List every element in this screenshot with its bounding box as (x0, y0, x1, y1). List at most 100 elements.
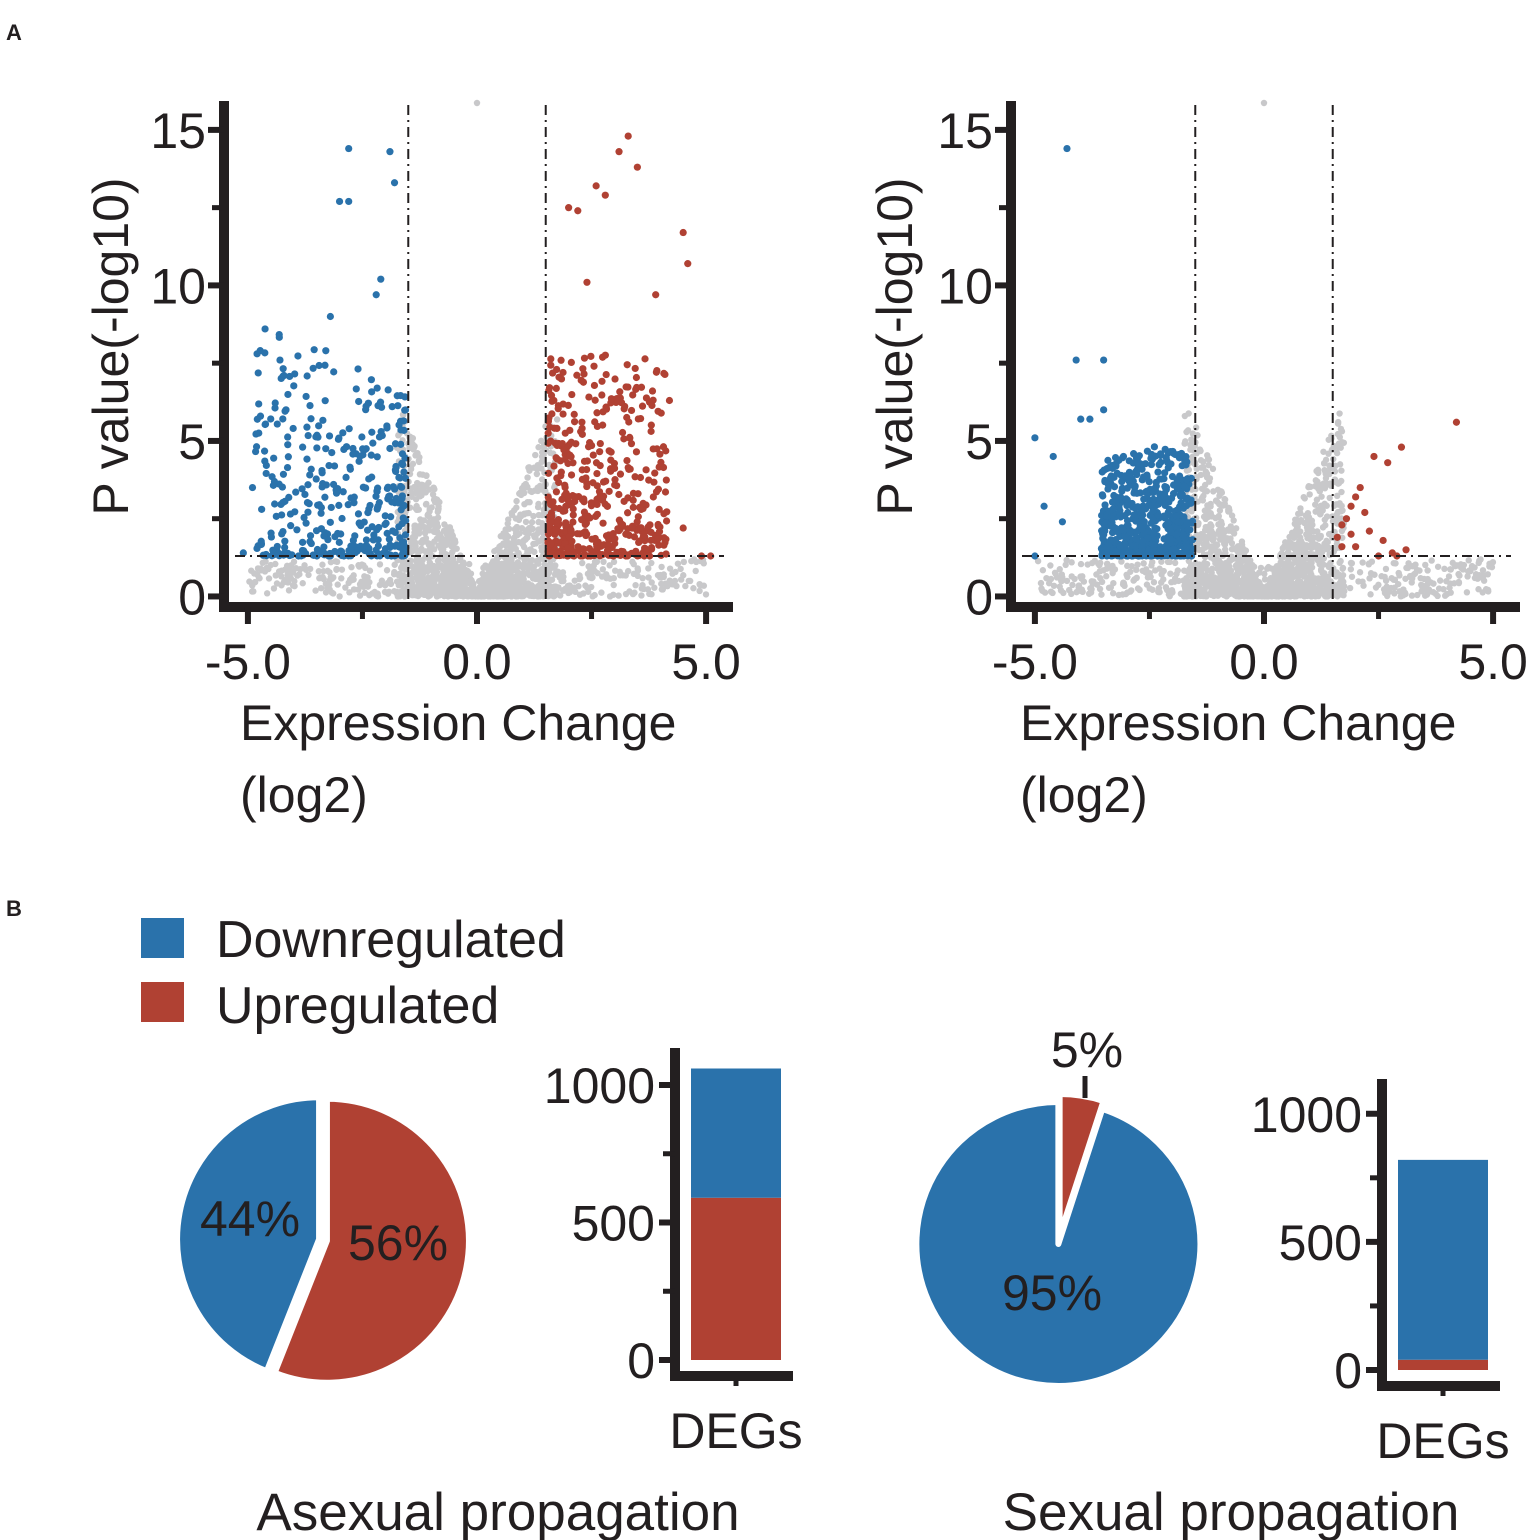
point-downregulated (349, 444, 357, 453)
point-not-significant (1480, 572, 1487, 579)
point-downregulated (1166, 535, 1174, 543)
point-downregulated (367, 376, 375, 384)
point-upregulated (646, 521, 654, 529)
point-not-significant (513, 497, 520, 505)
point-upregulated (1361, 508, 1369, 517)
point-not-significant (1208, 513, 1216, 520)
point-not-significant (312, 587, 319, 594)
point-upregulated (594, 538, 602, 546)
point-not-significant (449, 583, 456, 590)
point-not-significant (291, 577, 298, 585)
point-upregulated (1347, 530, 1355, 538)
point-upregulated (569, 459, 577, 467)
point-not-significant (1421, 592, 1429, 599)
point-not-significant (1261, 593, 1268, 600)
point-not-significant (430, 580, 438, 587)
point-downregulated (1049, 452, 1057, 461)
point-upregulated (602, 405, 611, 413)
point-not-significant (1320, 543, 1327, 550)
point-not-significant (1220, 568, 1228, 576)
point-not-significant (1326, 563, 1334, 570)
point-downregulated (321, 361, 329, 369)
point-not-significant (1246, 557, 1254, 564)
point-upregulated (562, 502, 570, 511)
point-downregulated (382, 519, 390, 527)
point-upregulated (1365, 527, 1373, 535)
point-not-significant (541, 561, 549, 569)
point-not-significant (381, 588, 389, 596)
point-not-significant (475, 592, 482, 599)
point-not-significant (1299, 587, 1306, 594)
point-upregulated (587, 352, 595, 360)
point-not-significant (251, 570, 258, 577)
point-not-significant (526, 467, 533, 474)
point-not-significant (316, 574, 323, 582)
point-not-significant (582, 582, 589, 589)
point-not-significant (1150, 579, 1158, 586)
point-not-significant (466, 560, 473, 568)
point-not-significant (1128, 562, 1135, 570)
point-not-significant (498, 583, 506, 590)
point-downregulated (1187, 499, 1195, 507)
point-downregulated (1121, 511, 1129, 520)
point-not-significant (546, 560, 554, 568)
point-not-significant (322, 580, 330, 588)
point-not-significant (1049, 589, 1056, 597)
point-downregulated (302, 519, 310, 527)
point-downregulated (1179, 531, 1187, 539)
point-not-significant (1075, 584, 1082, 591)
point-upregulated (624, 509, 632, 517)
point-not-significant (1100, 567, 1107, 574)
point-upregulated (557, 468, 565, 476)
point-not-significant (514, 569, 522, 576)
point-not-significant (1440, 586, 1447, 593)
point-upregulated (602, 532, 611, 540)
point-not-significant (520, 489, 528, 497)
point-not-significant (645, 574, 652, 581)
point-not-significant (1299, 565, 1306, 572)
point-not-significant (1181, 440, 1188, 447)
point-not-significant (1171, 559, 1179, 567)
point-downregulated (251, 447, 260, 456)
point-downregulated (294, 552, 303, 560)
point-not-significant (1056, 566, 1063, 573)
point-not-significant (680, 558, 688, 566)
point-not-significant (1058, 571, 1065, 578)
point-downregulated (255, 400, 263, 408)
point-not-significant (1484, 586, 1492, 594)
point-upregulated (583, 530, 591, 538)
point-upregulated (596, 439, 604, 448)
point-not-significant (1436, 577, 1444, 584)
point-upregulated (548, 410, 556, 418)
point-not-significant (615, 592, 622, 599)
point-downregulated (257, 540, 266, 548)
point-not-significant (1382, 577, 1390, 584)
point-upregulated (616, 388, 624, 396)
point-not-significant (1256, 569, 1263, 576)
point-not-significant (1336, 410, 1343, 417)
point-downregulated (267, 415, 275, 423)
point-not-significant (1459, 566, 1467, 573)
point-not-significant (648, 591, 655, 598)
point-upregulated (554, 550, 563, 558)
point-not-significant (391, 561, 398, 568)
point-not-significant (1230, 530, 1238, 537)
point-not-significant (1338, 515, 1345, 522)
point-not-significant (1088, 578, 1095, 585)
point-upregulated (679, 228, 687, 237)
point-not-significant (1127, 588, 1134, 595)
point-not-significant (448, 527, 455, 535)
point-downregulated (321, 397, 329, 405)
point-not-significant (1402, 575, 1409, 582)
point-not-significant (459, 592, 466, 599)
point-not-significant (1202, 515, 1209, 523)
point-not-significant (248, 588, 256, 595)
point-not-significant (515, 561, 522, 568)
point-not-significant (1430, 580, 1437, 587)
point-downregulated (1168, 472, 1177, 481)
point-downregulated (401, 406, 410, 414)
point-not-significant (1408, 575, 1416, 582)
point-downregulated (1132, 467, 1140, 476)
point-upregulated (620, 497, 628, 505)
point-not-significant (1335, 501, 1342, 508)
